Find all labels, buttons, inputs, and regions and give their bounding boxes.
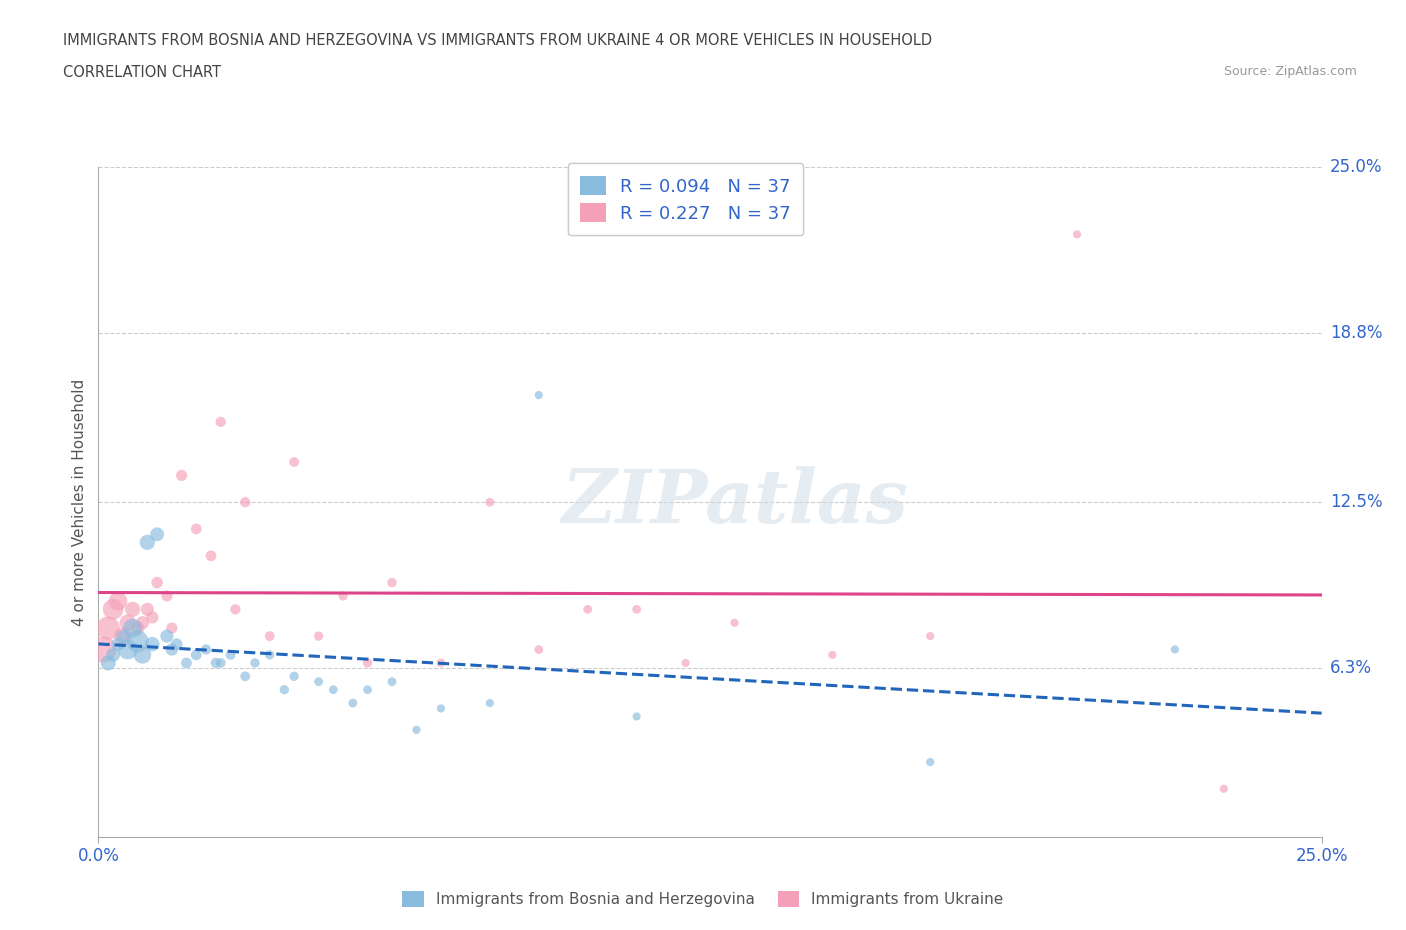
- Legend: R = 0.094   N = 37, R = 0.227   N = 37: R = 0.094 N = 37, R = 0.227 N = 37: [568, 163, 803, 235]
- Point: [141, 610, 163, 625]
- Text: 12.5%: 12.5%: [1330, 493, 1382, 512]
- Point: [1066, 227, 1088, 242]
- Point: [527, 388, 550, 403]
- Text: ZIPatlas: ZIPatlas: [561, 466, 908, 538]
- Point: [209, 415, 232, 430]
- Point: [200, 549, 222, 564]
- Point: [141, 637, 163, 652]
- Point: [136, 602, 159, 617]
- Point: [920, 754, 942, 769]
- Legend: Immigrants from Bosnia and Herzegovina, Immigrants from Ukraine: Immigrants from Bosnia and Herzegovina, …: [396, 884, 1010, 913]
- Point: [136, 535, 159, 550]
- Point: [127, 620, 149, 635]
- Point: [259, 629, 281, 644]
- Point: [121, 620, 143, 635]
- Point: [160, 620, 183, 635]
- Point: [1164, 642, 1187, 657]
- Point: [127, 634, 149, 649]
- Point: [1212, 781, 1234, 796]
- Point: [186, 522, 208, 537]
- Point: [111, 629, 134, 644]
- Point: [131, 647, 153, 662]
- Point: [381, 674, 404, 689]
- Point: [527, 642, 550, 657]
- Point: [332, 589, 354, 604]
- Point: [101, 647, 124, 662]
- Point: [107, 594, 129, 609]
- Point: [821, 647, 844, 662]
- Text: CORRELATION CHART: CORRELATION CHART: [63, 65, 221, 80]
- Text: 18.8%: 18.8%: [1330, 325, 1382, 342]
- Point: [233, 495, 256, 510]
- Point: [170, 468, 193, 483]
- Point: [259, 647, 281, 662]
- Text: 25.0%: 25.0%: [1330, 158, 1382, 177]
- Point: [224, 602, 246, 617]
- Point: [626, 602, 648, 617]
- Text: IMMIGRANTS FROM BOSNIA AND HERZEGOVINA VS IMMIGRANTS FROM UKRAINE 4 OR MORE VEHI: IMMIGRANTS FROM BOSNIA AND HERZEGOVINA V…: [63, 33, 932, 47]
- Point: [156, 629, 179, 644]
- Point: [146, 527, 169, 542]
- Point: [322, 683, 344, 698]
- Point: [356, 683, 378, 698]
- Point: [176, 656, 198, 671]
- Point: [243, 656, 266, 671]
- Point: [675, 656, 697, 671]
- Point: [430, 701, 453, 716]
- Point: [205, 656, 228, 671]
- Point: [156, 589, 179, 604]
- Point: [166, 637, 188, 652]
- Point: [107, 637, 129, 652]
- Point: [195, 642, 218, 657]
- Y-axis label: 4 or more Vehicles in Household: 4 or more Vehicles in Household: [72, 379, 87, 626]
- Point: [478, 495, 501, 510]
- Point: [478, 696, 501, 711]
- Point: [117, 616, 139, 631]
- Point: [97, 620, 120, 635]
- Text: Source: ZipAtlas.com: Source: ZipAtlas.com: [1223, 65, 1357, 78]
- Point: [131, 616, 153, 631]
- Point: [219, 647, 242, 662]
- Point: [308, 629, 330, 644]
- Point: [121, 602, 143, 617]
- Point: [283, 455, 305, 470]
- Point: [430, 656, 453, 671]
- Point: [117, 642, 139, 657]
- Point: [160, 642, 183, 657]
- Point: [723, 616, 745, 631]
- Point: [576, 602, 599, 617]
- Point: [342, 696, 364, 711]
- Point: [146, 575, 169, 590]
- Point: [273, 683, 295, 698]
- Point: [308, 674, 330, 689]
- Point: [356, 656, 378, 671]
- Point: [97, 656, 120, 671]
- Point: [920, 629, 942, 644]
- Point: [381, 575, 404, 590]
- Point: [111, 629, 134, 644]
- Point: [91, 642, 114, 657]
- Point: [101, 602, 124, 617]
- Point: [186, 647, 208, 662]
- Point: [209, 656, 232, 671]
- Point: [626, 709, 648, 724]
- Point: [405, 723, 427, 737]
- Point: [283, 669, 305, 684]
- Point: [233, 669, 256, 684]
- Text: 6.3%: 6.3%: [1330, 659, 1372, 677]
